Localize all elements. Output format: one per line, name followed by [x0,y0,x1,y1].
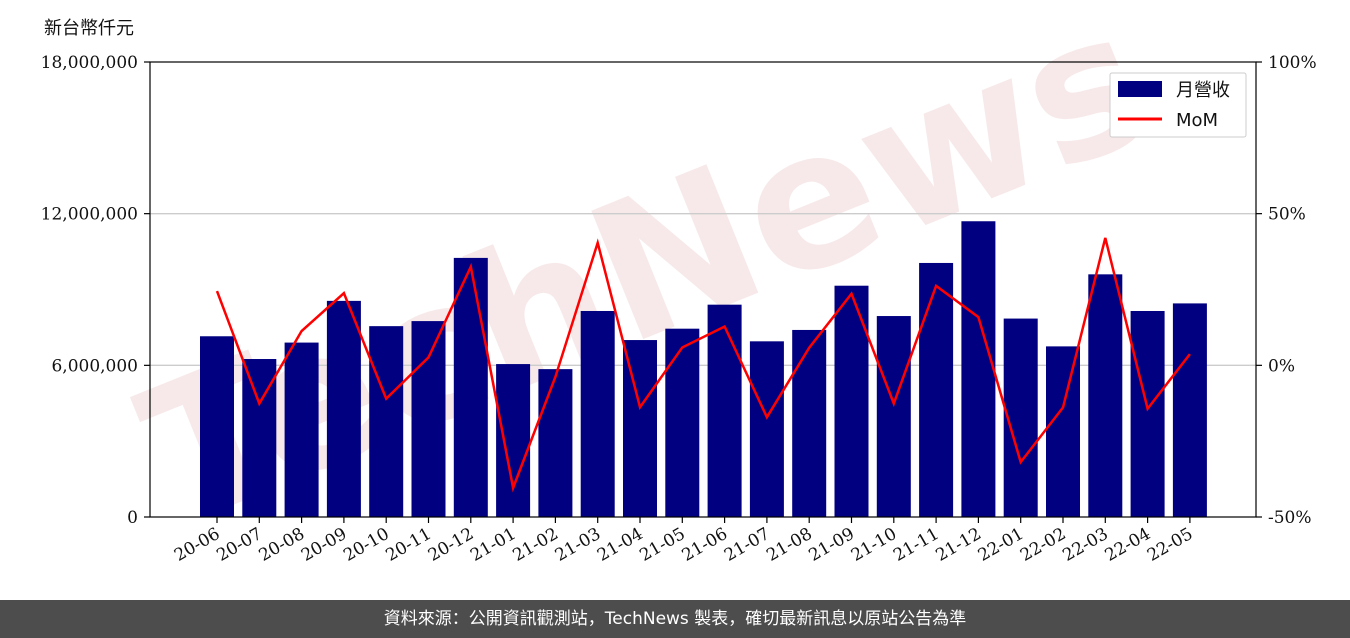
left-tick-label: 6,000,000 [51,356,138,376]
revenue-bar [961,221,996,517]
x-tick-label: 22-01 [975,524,1027,566]
revenue-bar [411,321,446,517]
bar-series [200,221,1207,517]
mom-line-series [215,237,1191,493]
x-tick-label: 21-08 [763,524,815,566]
revenue-bar [453,257,488,517]
revenue-bar [623,340,657,517]
source-footer: 資料來源：公開資訊觀測站，TechNews 製表，確切最新訊息以原站公告為準 [0,600,1350,638]
revenue-bar [1172,303,1207,517]
x-tick-label: 20-09 [298,524,350,566]
revenue-bar [707,304,742,517]
revenue-bar [496,364,531,517]
x-tick-label: 21-03 [552,524,604,566]
revenue-bar [538,369,573,517]
right-tick-label: 100% [1268,53,1317,73]
left-tick-label: 0 [127,508,138,528]
x-axis: 20-0620-0720-0820-0920-1020-1120-1221-01… [171,517,1196,566]
revenue-bar [834,285,869,517]
x-tick-label: 21-07 [721,524,773,566]
revenue-bar [1046,346,1080,517]
revenue-bar [1130,310,1165,517]
x-tick-label: 22-03 [1059,524,1111,566]
legend-label-revenue: 月營收 [1176,80,1230,101]
x-tick-label: 20-11 [383,524,435,566]
x-tick-label: 20-10 [340,524,392,566]
revenue-bar [665,328,700,517]
left-y-axis: 0 6,000,000 12,000,000 18,000,000 [41,53,150,528]
x-tick-label: 21-10 [848,524,900,566]
revenue-bar [580,310,615,517]
revenue-bar [326,300,361,517]
legend-bar-swatch [1118,81,1162,97]
revenue-bar [284,342,319,517]
x-tick-label: 21-12 [932,524,984,566]
left-tick-label: 12,000,000 [41,205,138,225]
revenue-bar [369,326,404,517]
x-tick-label: 22-04 [1102,524,1154,566]
left-tick-label: 18,000,000 [41,53,138,73]
revenue-bar [749,341,784,517]
x-tick-label: 21-01 [467,524,519,566]
x-tick-label: 20-12 [425,524,477,566]
revenue-bar [1003,318,1038,517]
right-tick-label: -50% [1268,508,1312,528]
right-tick-label: 50% [1268,205,1306,225]
x-tick-label: 21-11 [890,524,942,566]
revenue-bar [1088,274,1123,517]
legend: 月營收 MoM [1109,72,1247,138]
x-tick-label: 21-02 [509,524,561,566]
mom-line [215,237,1191,493]
revenue-bar [876,316,911,517]
x-tick-label: 21-05 [636,524,688,566]
right-y-axis: -50% 0% 50% 100% [1256,53,1317,528]
x-tick-label: 22-05 [1144,524,1196,566]
x-tick-label: 21-09 [806,524,858,566]
x-tick-label: 22-02 [1017,524,1069,566]
revenue-mom-chart: TechNews 06,000,00012,000,00018,000,000 … [41,0,1317,568]
x-tick-label: 21-06 [679,524,731,566]
plot-frame [149,61,1257,518]
x-tick-label: 21-04 [594,524,646,566]
y-axis-unit-label: 新台幣仟元 [44,18,134,39]
right-tick-label: 0% [1268,356,1295,376]
revenue-bar [792,329,827,517]
revenue-bar [200,336,234,517]
revenue-bar [919,262,954,517]
legend-label-mom: MoM [1176,110,1218,131]
